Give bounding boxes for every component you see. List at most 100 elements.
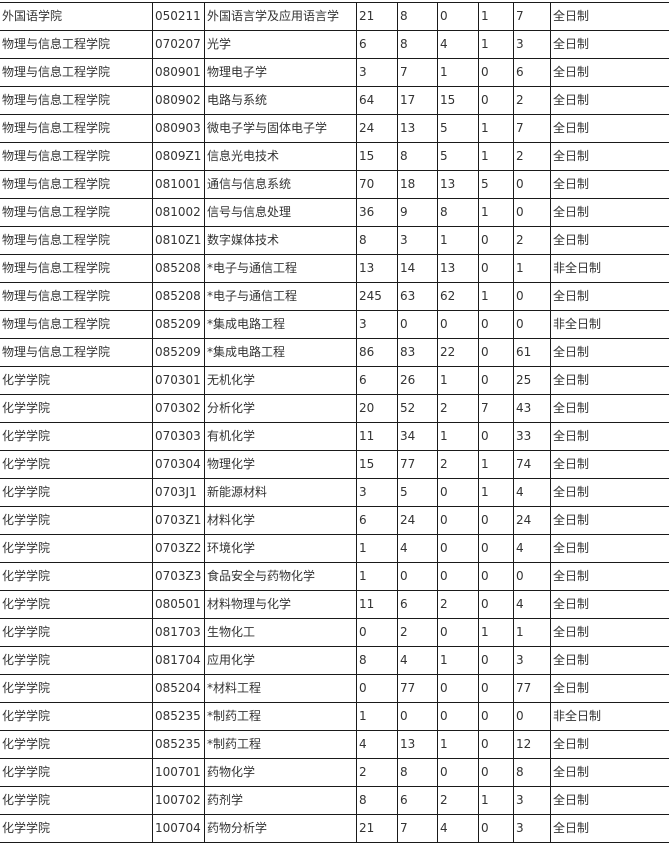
college-cell: 化学学院 xyxy=(0,787,153,815)
value-cell-2: 83 xyxy=(398,339,438,367)
value-cell-2: 26 xyxy=(398,367,438,395)
study-mode-cell: 全日制 xyxy=(551,59,669,87)
value-cell-2: 0 xyxy=(398,563,438,591)
study-mode-cell: 非全日制 xyxy=(551,311,669,339)
value-cell-3: 0 xyxy=(438,563,479,591)
major-name-cell: *集成电路工程 xyxy=(205,311,357,339)
study-mode-cell: 全日制 xyxy=(551,619,669,647)
value-cell-5: 0 xyxy=(514,311,551,339)
value-cell-5: 2 xyxy=(514,227,551,255)
value-cell-4: 0 xyxy=(479,703,514,731)
major-name-cell: *制药工程 xyxy=(205,703,357,731)
major-name-cell: *集成电路工程 xyxy=(205,339,357,367)
value-cell-2: 0 xyxy=(398,703,438,731)
value-cell-5: 1 xyxy=(514,619,551,647)
value-cell-1: 245 xyxy=(357,283,398,311)
value-cell-3: 62 xyxy=(438,283,479,311)
major-name-cell: 数字媒体技术 xyxy=(205,227,357,255)
value-cell-1: 8 xyxy=(357,227,398,255)
value-cell-5: 43 xyxy=(514,395,551,423)
value-cell-2: 0 xyxy=(398,311,438,339)
value-cell-2: 34 xyxy=(398,423,438,451)
major-code-cell: 080903 xyxy=(153,115,205,143)
college-cell: 化学学院 xyxy=(0,619,153,647)
value-cell-1: 6 xyxy=(357,31,398,59)
major-code-cell: 081001 xyxy=(153,171,205,199)
college-cell: 化学学院 xyxy=(0,367,153,395)
major-name-cell: 有机化学 xyxy=(205,423,357,451)
value-cell-1: 15 xyxy=(357,143,398,171)
value-cell-1: 21 xyxy=(357,815,398,843)
major-code-cell: 080901 xyxy=(153,59,205,87)
college-cell: 外国语学院 xyxy=(0,3,153,31)
college-cell: 化学学院 xyxy=(0,479,153,507)
college-cell: 化学学院 xyxy=(0,535,153,563)
study-mode-cell: 全日制 xyxy=(551,759,669,787)
college-cell: 物理与信息工程学院 xyxy=(0,283,153,311)
value-cell-3: 0 xyxy=(438,535,479,563)
major-code-cell: 0703Z3 xyxy=(153,563,205,591)
major-name-cell: 信号与信息处理 xyxy=(205,199,357,227)
college-cell: 化学学院 xyxy=(0,395,153,423)
value-cell-4: 1 xyxy=(479,787,514,815)
value-cell-1: 11 xyxy=(357,423,398,451)
value-cell-1: 24 xyxy=(357,115,398,143)
value-cell-1: 8 xyxy=(357,647,398,675)
value-cell-2: 6 xyxy=(398,787,438,815)
major-code-cell: 050211 xyxy=(153,3,205,31)
major-code-cell: 0703J1 xyxy=(153,479,205,507)
value-cell-1: 70 xyxy=(357,171,398,199)
value-cell-1: 21 xyxy=(357,3,398,31)
value-cell-2: 13 xyxy=(398,115,438,143)
value-cell-3: 0 xyxy=(438,479,479,507)
value-cell-4: 1 xyxy=(479,479,514,507)
value-cell-3: 0 xyxy=(438,619,479,647)
major-code-cell: 070301 xyxy=(153,367,205,395)
value-cell-5: 8 xyxy=(514,759,551,787)
major-name-cell: 外国语言学及应用语言学 xyxy=(205,3,357,31)
value-cell-5: 1 xyxy=(514,255,551,283)
study-mode-cell: 全日制 xyxy=(551,731,669,759)
value-cell-2: 2 xyxy=(398,619,438,647)
study-mode-cell: 全日制 xyxy=(551,395,669,423)
value-cell-5: 33 xyxy=(514,423,551,451)
study-mode-cell: 全日制 xyxy=(551,535,669,563)
value-cell-1: 0 xyxy=(357,675,398,703)
value-cell-3: 1 xyxy=(438,227,479,255)
value-cell-5: 74 xyxy=(514,451,551,479)
major-code-cell: 081704 xyxy=(153,647,205,675)
value-cell-4: 0 xyxy=(479,507,514,535)
major-name-cell: 分析化学 xyxy=(205,395,357,423)
value-cell-2: 8 xyxy=(398,759,438,787)
value-cell-4: 0 xyxy=(479,759,514,787)
value-cell-5: 24 xyxy=(514,507,551,535)
college-cell: 化学学院 xyxy=(0,731,153,759)
value-cell-4: 5 xyxy=(479,171,514,199)
major-code-cell: 0703Z2 xyxy=(153,535,205,563)
value-cell-2: 17 xyxy=(398,87,438,115)
value-cell-4: 0 xyxy=(479,87,514,115)
value-cell-3: 0 xyxy=(438,507,479,535)
value-cell-5: 4 xyxy=(514,591,551,619)
value-cell-3: 15 xyxy=(438,87,479,115)
value-cell-1: 36 xyxy=(357,199,398,227)
college-cell: 物理与信息工程学院 xyxy=(0,171,153,199)
major-name-cell: 药物化学 xyxy=(205,759,357,787)
major-name-cell: 应用化学 xyxy=(205,647,357,675)
college-cell: 物理与信息工程学院 xyxy=(0,255,153,283)
